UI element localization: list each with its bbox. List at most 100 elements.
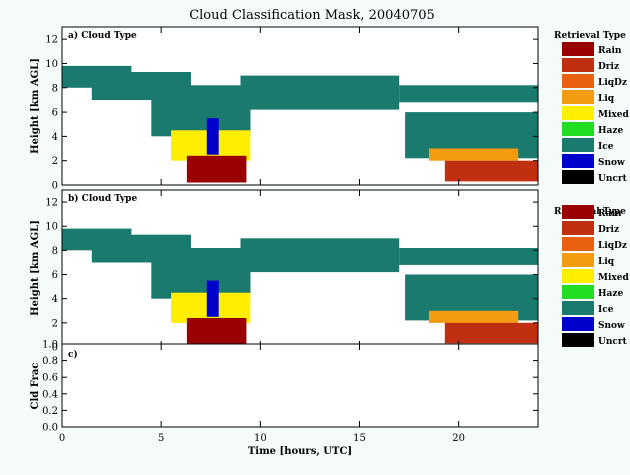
y-tick-label-b-1: 2 xyxy=(52,318,58,329)
y-tick-label-c-3: 0.6 xyxy=(42,373,58,384)
legend-b-swatch-uncrt xyxy=(562,333,594,347)
legend-a-label-driz: Driz xyxy=(598,62,619,72)
legend-b-swatch-mixed xyxy=(562,269,594,283)
panel-a-ylabel: Height [km AGL] xyxy=(30,58,41,154)
y-tick-label-c-0: 0.0 xyxy=(42,423,58,434)
legend-a-swatch-snow xyxy=(562,154,594,168)
y-tick-label-b-6: 12 xyxy=(45,198,58,209)
panel-a-frame xyxy=(61,26,539,186)
panel-b: 0 2 4 6 8 10 12 b) Cloud Type Height [km AGL] xyxy=(30,189,539,354)
legend-b-swatch-driz xyxy=(562,221,594,235)
y-tick-label-a-4: 8 xyxy=(52,83,58,94)
panel-c-background xyxy=(62,344,538,427)
legend-b-swatch-liq xyxy=(562,253,594,267)
region-ice-4 xyxy=(399,85,538,103)
panel-a-regions xyxy=(62,65,538,183)
x-tick-label-0: 0 xyxy=(59,433,65,444)
legend-b-swatch-liqdz xyxy=(562,237,594,251)
legend-a-swatch-liqdz xyxy=(562,74,594,88)
y-tick-label-a-1: 2 xyxy=(52,156,58,167)
panel-c-y-ticks: 0.0 0.2 0.4 0.6 0.8 1.0 xyxy=(42,340,538,434)
legend-a-label-haze: Haze xyxy=(598,126,623,136)
y-tick-label-c-1: 0.2 xyxy=(42,406,58,417)
legend-a-label-rain: Rain xyxy=(598,46,622,56)
y-tick-label-a-0: 0 xyxy=(52,181,58,192)
region-ice-4 xyxy=(399,248,538,265)
panel-b-ylabel: Height [km AGL] xyxy=(30,220,41,316)
panel-c-frame xyxy=(61,343,539,428)
legend-b: Retrieval Type RainDrizLiqDzLiqMixedHaze… xyxy=(554,205,629,347)
legend-a-swatch-rain xyxy=(562,42,594,56)
legend-a-label-mixed: Mixed xyxy=(598,110,629,120)
panel-b-y-ticks: 0 2 4 6 8 10 12 xyxy=(45,198,538,354)
chart-title: Cloud Classification Mask, 20040705 xyxy=(189,8,435,23)
y-tick-label-a-2: 4 xyxy=(52,132,58,143)
legend-a-label-liq: Liq xyxy=(598,94,615,104)
y-tick-label-c-4: 0.8 xyxy=(42,356,58,367)
region-liq-8 xyxy=(428,148,519,161)
x-tick-label-1: 5 xyxy=(158,433,164,444)
legend-b-label-rain: Rain xyxy=(598,209,622,219)
legend-a-swatch-driz xyxy=(562,58,594,72)
x-tick-label-3: 15 xyxy=(353,433,366,444)
legend-b-swatch-rain xyxy=(562,205,594,219)
panel-c-label: c) xyxy=(68,349,78,360)
x-tick-label-4: 20 xyxy=(452,433,465,444)
legend-a-title: Retrieval Type xyxy=(554,31,626,41)
legend-b-label-driz: Driz xyxy=(598,225,619,235)
legend-a: Retrieval Type Rain Driz LiqDz Liq Mixed Haze… xyxy=(554,31,629,184)
legend-a-label-uncrt: Uncrt xyxy=(598,174,628,184)
panel-c: 0.0 0.2 0.4 0.6 0.8 1.0 0 5 10 15 20 c) Cld Frac xyxy=(30,340,539,444)
region-snow-7 xyxy=(206,280,219,317)
legend-b-label-uncrt: Uncrt xyxy=(598,337,628,347)
region-driz-10 xyxy=(444,322,538,344)
panel-c-x-ticks: 0 5 10 15 20 xyxy=(59,344,465,444)
region-ice-3 xyxy=(240,75,400,110)
region-rain-9 xyxy=(186,155,247,183)
panel-a-label: a) Cloud Type xyxy=(68,30,137,41)
legend-b-label-mixed: Mixed xyxy=(598,273,629,283)
legend-b-swatch-snow xyxy=(562,317,594,331)
y-tick-label-b-4: 8 xyxy=(52,246,58,257)
legend-b-label-haze: Haze xyxy=(598,289,623,299)
legend-a-label-snow: Snow xyxy=(598,158,625,168)
region-driz-10 xyxy=(444,160,538,182)
y-tick-label-a-5: 10 xyxy=(45,59,58,70)
legend-b-label-snow: Snow xyxy=(598,321,625,331)
x-axis-label: Time [hours, UTC] xyxy=(248,446,352,457)
legend-b-swatch-haze xyxy=(562,285,594,299)
legend-a-label-ice: Ice xyxy=(598,142,614,152)
panel-c-ylabel: Cld Frac xyxy=(30,363,41,410)
region-snow-7 xyxy=(206,118,219,155)
y-tick-label-c-5: 1.0 xyxy=(42,340,58,351)
region-ice-3 xyxy=(240,238,400,273)
legend-b-label-liq: Liq xyxy=(598,257,615,267)
region-ice-2 xyxy=(151,85,251,137)
y-tick-label-a-3: 6 xyxy=(52,108,58,119)
panel-a-x-ticks xyxy=(61,27,460,185)
legend-b-swatch-ice xyxy=(562,301,594,315)
region-rain-9 xyxy=(186,318,247,345)
y-tick-label-a-6: 12 xyxy=(45,35,58,46)
y-tick-label-b-3: 6 xyxy=(52,270,58,281)
legend-a-swatch-liq xyxy=(562,90,594,104)
y-tick-label-b-2: 4 xyxy=(52,294,58,305)
x-tick-label-2: 10 xyxy=(254,433,267,444)
panel-a: 0 2 4 6 8 10 12 a) Cloud Type Height [km AGL] xyxy=(30,26,539,192)
y-tick-label-b-5: 10 xyxy=(45,222,58,233)
y-tick-label-c-2: 0.4 xyxy=(42,389,58,400)
legend-a-label-liqdz: LiqDz xyxy=(598,78,627,88)
legend-b-label-liqdz: LiqDz xyxy=(598,241,627,251)
legend-a-swatch-ice xyxy=(562,138,594,152)
legend-b-label-ice: Ice xyxy=(598,305,614,315)
legend-a-swatch-mixed xyxy=(562,106,594,120)
panel-a-y-ticks: 0 2 4 6 8 10 12 xyxy=(45,35,538,192)
region-ice-2 xyxy=(151,248,251,299)
region-liq-8 xyxy=(428,310,519,323)
panel-b-label: b) Cloud Type xyxy=(68,193,137,204)
legend-a-swatch-haze xyxy=(562,122,594,136)
legend-a-swatch-uncrt xyxy=(562,170,594,184)
y-tick-label-b-0: 0 xyxy=(52,343,58,354)
panel-b-regions xyxy=(62,228,538,345)
